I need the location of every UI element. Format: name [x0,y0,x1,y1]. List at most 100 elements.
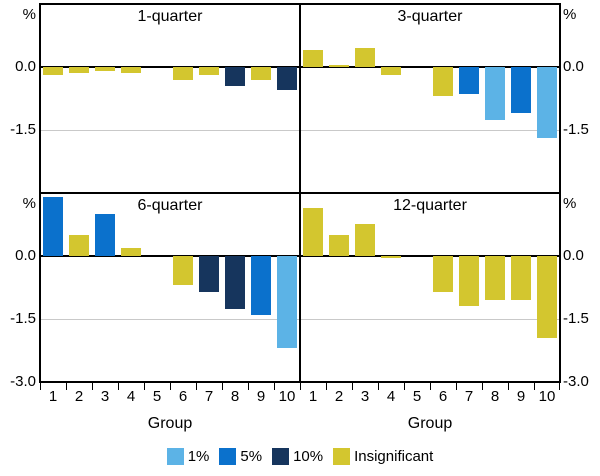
legend-item-1pct: 1% [166,448,209,465]
x-tick-label-group-6: 6 [178,388,188,405]
gridline-minus-1-5 [300,319,560,320]
x-tick-label-group-6: 6 [438,388,448,405]
bar-3-quarter-group-9 [511,67,531,113]
legend-item-insignificant: Insignificant [333,448,433,465]
zero-line [300,255,560,257]
panel-3-quarter: 3-quarter [300,4,560,193]
gridline-minus-1-5 [40,319,300,320]
y-tick-label-neg3-0-left: -3.0 [10,373,36,390]
bar-3-quarter-group-1 [303,50,323,67]
x-tick-label-group-1: 1 [48,388,58,405]
legend-swatch-10pct-icon [272,448,290,465]
x-tick-label-group-8: 8 [490,388,500,405]
x-tick-mark [248,383,249,390]
gridline-minus-1-5 [300,130,560,131]
x-tick-mark [40,383,41,390]
bar-12-quarter-group-10 [537,256,557,338]
x-tick-mark [196,383,197,390]
bar-1-quarter-group-1 [43,67,63,75]
bar-6-quarter-group-1 [43,197,63,256]
x-tick-label-group-10: 10 [538,388,556,405]
y-tick-label-0-0-right: 0.0 [563,58,584,75]
legend-label-5pct: 5% [240,448,263,465]
y-tick-label-neg3-0-right: -3.0 [563,373,589,390]
bar-3-quarter-group-10 [537,67,557,138]
x-tick-mark [378,383,379,390]
x-tick-label-group-3: 3 [360,388,370,405]
panel-title-1-quarter: 1-quarter [137,8,203,25]
x-tick-label-group-1: 1 [308,388,318,405]
x-tick-mark [222,383,223,390]
y-tick-label-0-0-left: 0.0 [15,58,36,75]
x-tick-label-group-9: 9 [256,388,266,405]
bar-3-quarter-group-6 [433,67,453,96]
y-tick-label-neg1-5-right: -1.5 [563,310,589,327]
y-axis-unit-label-right: % [563,6,577,23]
x-tick-mark [66,383,67,390]
x-tick-mark [274,383,275,390]
divider-horizontal [39,192,561,194]
x-tick-mark [118,383,119,390]
x-axis-label-left: Group [147,415,193,432]
bar-6-quarter-group-7 [199,256,219,292]
bar-1-quarter-group-8 [225,67,245,86]
y-tick-label-neg1-5-left: -1.5 [10,121,36,138]
zero-line [40,66,300,68]
x-tick-label-group-2: 2 [74,388,84,405]
bar-6-quarter-group-10 [277,256,297,348]
x-tick-mark [300,383,301,390]
y-tick-label-0-0-right: 0.0 [563,247,584,264]
bar-6-quarter-group-8 [225,256,245,309]
bar-12-quarter-group-2 [329,235,349,256]
x-tick-mark [534,383,535,390]
panel-1-quarter: 1-quarter [40,4,300,193]
bar-12-quarter-group-1 [303,208,323,256]
bar-12-quarter-group-6 [433,256,453,292]
panel-12-quarter: 12-quarter [300,193,560,382]
legend-item-10pct: 10% [272,448,323,465]
x-tick-mark [326,383,327,390]
gridline-minus-1-5 [40,130,300,131]
legend-swatch-5pct-icon [219,448,237,465]
panel-title-6-quarter: 6-quarter [137,197,203,214]
bar-6-quarter-group-2 [69,235,89,256]
panel-title-3-quarter: 3-quarter [397,8,463,25]
bar-3-quarter-group-2 [329,65,349,67]
bar-3-quarter-group-8 [485,67,505,120]
x-tick-mark [430,383,431,390]
x-tick-mark [92,383,93,390]
bar-1-quarter-group-4 [121,67,141,73]
y-axis-unit-label-left: % [22,195,36,212]
panel-6-quarter: 6-quarter [40,193,300,382]
x-tick-mark [508,383,509,390]
bar-6-quarter-group-6 [173,256,193,285]
bar-6-quarter-group-3 [95,214,115,256]
y-tick-label-neg1-5-right: -1.5 [563,121,589,138]
x-tick-label-group-2: 2 [334,388,344,405]
x-tick-label-group-4: 4 [386,388,396,405]
x-tick-label-group-7: 7 [464,388,474,405]
bar-1-quarter-group-10 [277,67,297,90]
panel-title-12-quarter: 12-quarter [393,197,467,214]
legend-swatch-insignificant-icon [333,448,351,465]
legend-swatch-1pct-icon [166,448,184,465]
x-tick-mark [559,383,560,390]
bar-1-quarter-group-3 [95,67,115,71]
x-tick-label-group-5: 5 [152,388,162,405]
zero-line [40,255,300,257]
bar-12-quarter-group-4 [381,256,401,258]
bar-12-quarter-group-8 [485,256,505,300]
bar-1-quarter-group-7 [199,67,219,75]
y-axis-unit-label-right: % [563,195,577,212]
x-tick-mark [144,383,145,390]
legend-label-insignificant: Insignificant [354,448,434,465]
x-tick-mark [170,383,171,390]
x-tick-mark [352,383,353,390]
bar-3-quarter-group-3 [355,48,375,67]
bar-12-quarter-group-3 [355,224,375,256]
bar-1-quarter-group-9 [251,67,271,80]
x-tick-label-group-9: 9 [516,388,526,405]
x-tick-label-group-4: 4 [126,388,136,405]
bar-3-quarter-group-4 [381,67,401,75]
